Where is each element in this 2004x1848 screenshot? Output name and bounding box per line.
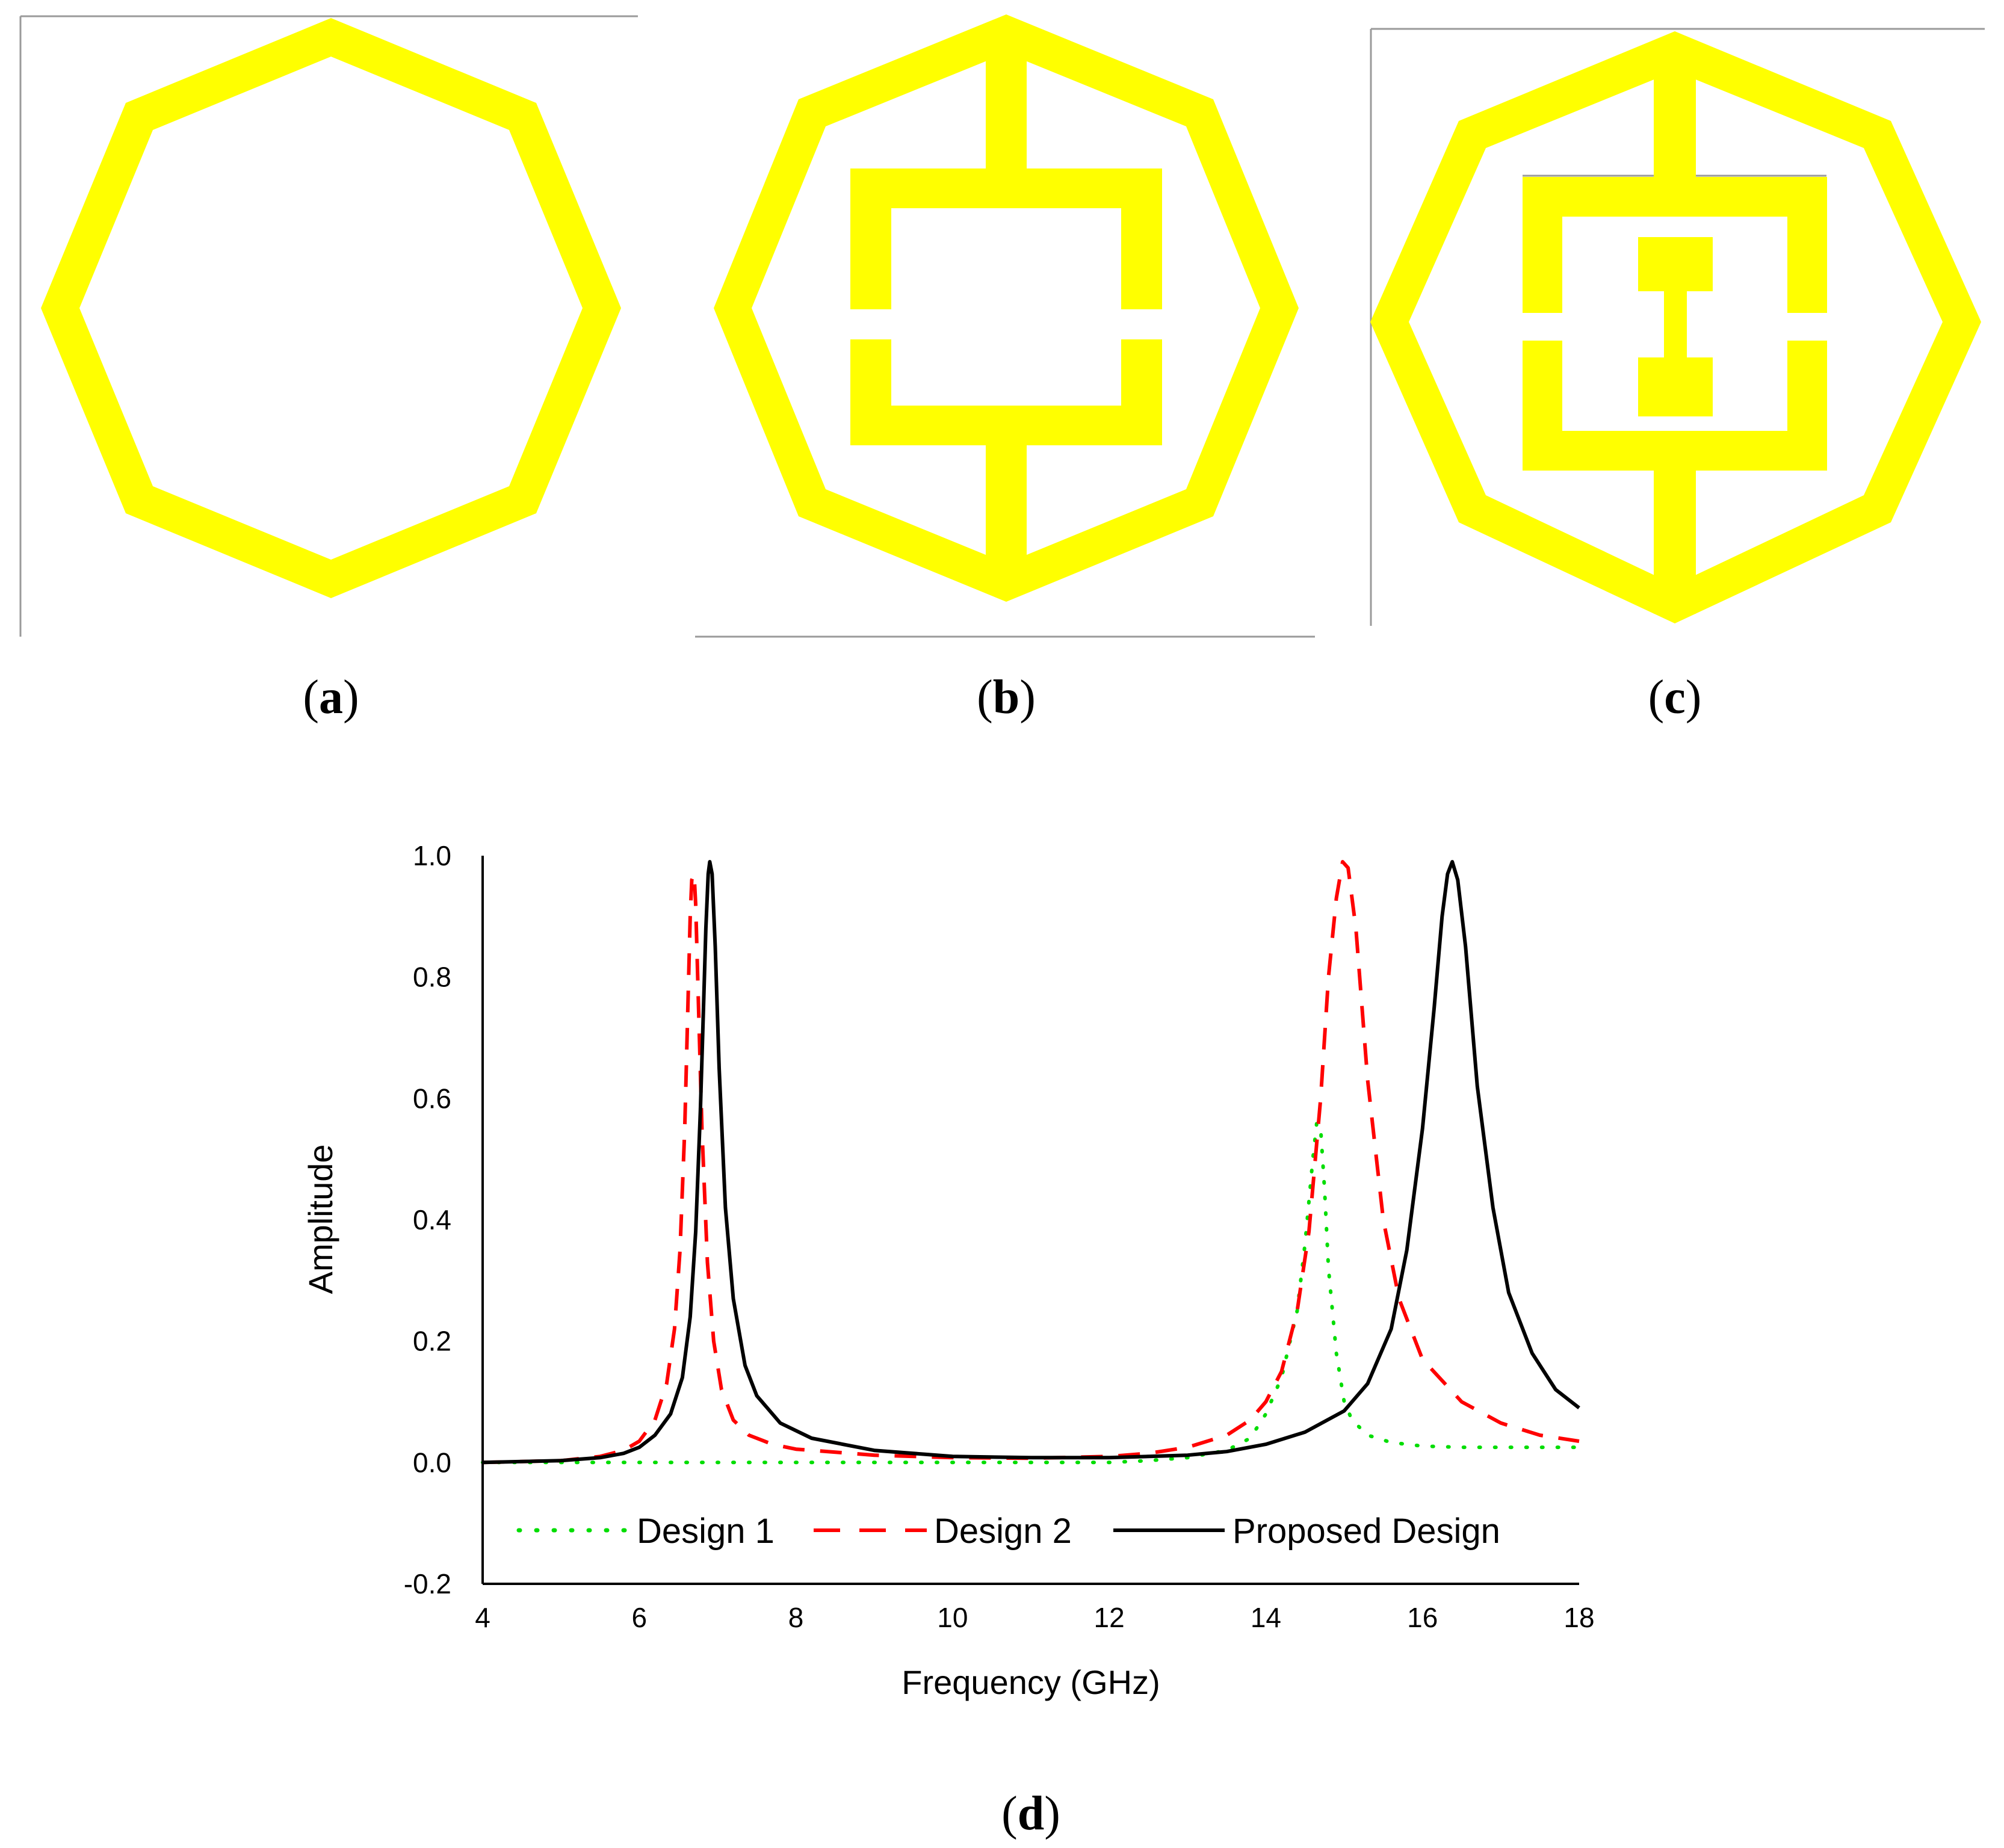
series-line-design-1 [481, 1120, 1581, 1465]
series-line-proposed-design [482, 860, 1580, 1465]
panel-a: (a) [19, 15, 638, 724]
x-tick-labels: 4 6 8 10 12 14 16 18 [475, 1602, 1594, 1633]
legend-label-design-2: Design 2 [934, 1512, 1072, 1551]
i-shaped-resonator [1638, 237, 1713, 416]
legend-label-design-1: Design 1 [637, 1512, 775, 1551]
y-tick-label: 0.0 [413, 1447, 451, 1478]
octagon-ring [41, 18, 621, 598]
series-line-design-2 [482, 860, 1580, 1465]
y-tick-label: -0.2 [404, 1568, 451, 1599]
y-tick-label: 1.0 [413, 840, 451, 871]
panel-b-caption: (b) [977, 671, 1036, 724]
chart-curves [481, 860, 1581, 1465]
x-tick-label: 6 [631, 1602, 647, 1633]
x-tick-label: 16 [1407, 1602, 1438, 1633]
y-tick-label: 0.6 [413, 1083, 451, 1114]
panel-d-caption: (d) [1001, 1787, 1060, 1840]
y-tick-label: 0.8 [413, 962, 451, 993]
x-tick-label: 10 [937, 1602, 968, 1633]
x-axis-label: Frequency (GHz) [901, 1663, 1160, 1701]
split-square-resonator [850, 36, 1162, 584]
y-tick-label: 0.2 [413, 1326, 451, 1357]
x-tick-label: 18 [1563, 1602, 1594, 1633]
y-tick-label: 0.4 [413, 1204, 451, 1235]
panel-c: (c) [1370, 28, 1985, 724]
legend: Design 1 Design 2 Proposed Design [516, 1512, 1500, 1551]
panel-a-caption: (a) [303, 671, 359, 724]
split-square-resonator [1523, 48, 1827, 614]
panel-d-chart: -0.2 0.0 0.2 0.4 0.6 0.8 1.0 4 6 8 10 12 14 16 18 Fre… [302, 840, 1595, 1840]
legend-label-proposed: Proposed Design [1232, 1512, 1500, 1551]
y-tick-labels: -0.2 0.0 0.2 0.4 0.6 0.8 1.0 [404, 840, 451, 1599]
panel-b: (b) [695, 14, 1315, 724]
y-axis-label: Amplitude [302, 1144, 339, 1294]
x-tick-label: 12 [1094, 1602, 1125, 1633]
x-tick-label: 14 [1251, 1602, 1281, 1633]
x-tick-label: 8 [788, 1602, 804, 1633]
panel-c-caption: (c) [1648, 671, 1702, 724]
x-tick-label: 4 [475, 1602, 490, 1633]
